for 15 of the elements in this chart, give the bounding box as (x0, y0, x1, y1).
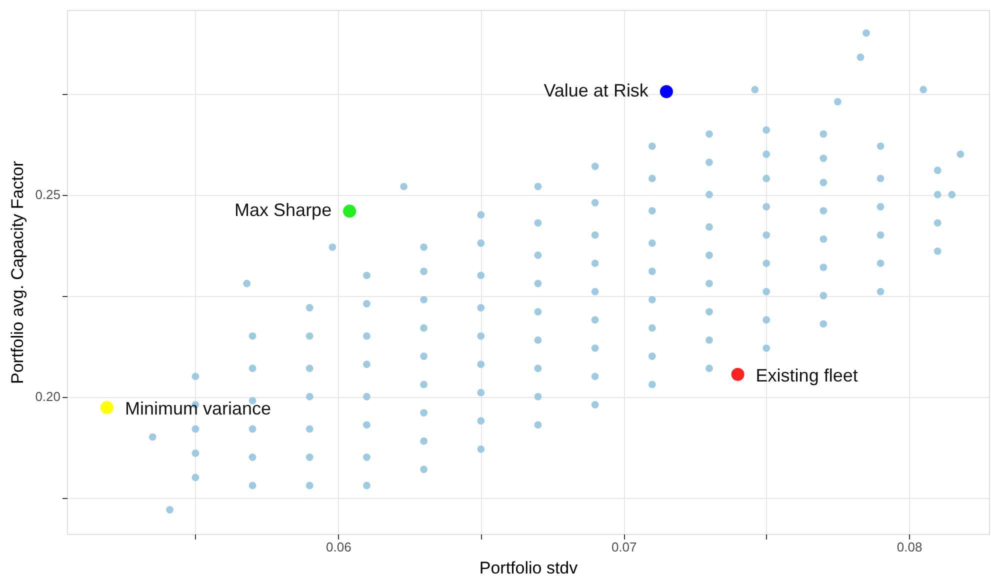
y-tick-label: 0.20 (35, 389, 60, 404)
series-label: Minimum variance (124, 398, 272, 419)
point (100, 401, 114, 414)
series-label: Max Sharpe (234, 200, 332, 220)
y-axis-title: Portfolio avg. Capacity Factor (8, 160, 28, 384)
point (660, 85, 673, 98)
series-label: Value at Risk (544, 80, 650, 101)
x-axis-title: Portfolio stdv (479, 558, 578, 578)
x-tick-label: 0.08 (896, 540, 922, 554)
series-label: Existing fleet (756, 365, 858, 386)
y-tick-label: 0.25 (35, 187, 60, 202)
point (343, 204, 356, 218)
point (731, 368, 744, 381)
x-tick-label: 0.07 (611, 540, 637, 554)
x-tick-label: 0.06 (326, 540, 352, 554)
